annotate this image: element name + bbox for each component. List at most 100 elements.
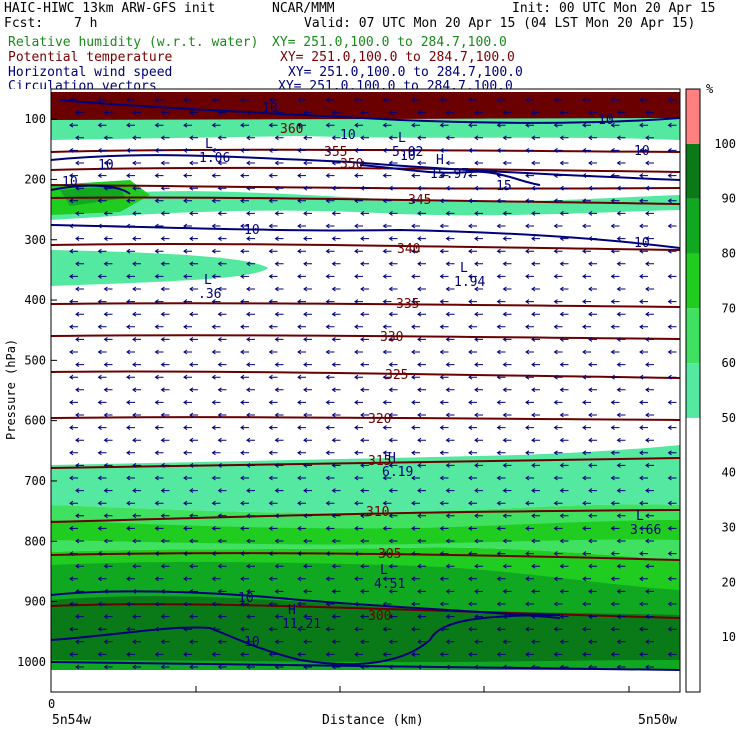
vector-arrow [211, 374, 221, 380]
vector-arrow [97, 173, 107, 179]
x-origin-label: 0 [48, 697, 55, 711]
vector-arrow [103, 160, 113, 166]
vector-arrow [553, 273, 563, 279]
vector-arrow [474, 362, 483, 368]
vector-arrow [531, 563, 540, 569]
vector-arrow [496, 626, 506, 632]
vector-arrow [474, 437, 483, 443]
vector-arrow [360, 185, 369, 191]
vector-arrow [559, 160, 569, 166]
vector-arrow [246, 362, 255, 368]
vector-arrow [189, 185, 198, 191]
vector-arrow [274, 563, 284, 569]
vector-arrow [639, 551, 648, 557]
vector-arrow [559, 588, 569, 594]
vector-arrow [502, 236, 512, 242]
vector-arrow [126, 576, 135, 582]
vector-arrow [211, 173, 221, 179]
vector-arrow [382, 273, 392, 279]
vector-arrow [268, 173, 278, 179]
extremum-type: H [436, 153, 444, 168]
vector-arrow [154, 147, 164, 153]
vector-arrow [154, 173, 164, 179]
vector-arrow [97, 576, 107, 582]
vector-arrow [103, 286, 113, 292]
vector-arrow [211, 97, 221, 103]
vector-arrow [240, 450, 249, 456]
vector-arrow [240, 651, 249, 657]
vector-arrow [217, 462, 227, 468]
vector-arrow [103, 488, 113, 494]
vector-arrow [559, 185, 569, 191]
vector-arrow [97, 147, 107, 153]
vector-arrow [183, 173, 192, 179]
vector-arrow [246, 639, 255, 645]
vector-arrow [667, 299, 677, 305]
vector-arrow [439, 450, 449, 456]
vector-arrow [616, 488, 626, 494]
vector-arrow [354, 425, 363, 431]
vector-arrow [360, 362, 369, 368]
vector-arrow [388, 387, 398, 393]
vector-arrow [559, 387, 569, 393]
extremum-type: L [398, 131, 406, 146]
vector-arrow [588, 664, 597, 670]
vector-arrow [525, 349, 534, 355]
vector-arrow [559, 412, 569, 418]
vector-arrow [502, 387, 512, 393]
vector-arrow [582, 198, 591, 204]
vector-arrow [126, 500, 135, 506]
vector-arrow [303, 614, 312, 620]
vector-arrow [610, 349, 620, 355]
vector-arrow [588, 588, 597, 594]
extremum-type: L [636, 509, 644, 524]
vector-arrow [531, 135, 540, 141]
vector-arrow [246, 488, 255, 494]
vector-arrow [217, 261, 227, 267]
vector-arrow [240, 324, 249, 330]
vector-arrow [474, 185, 483, 191]
vector-arrow [388, 614, 398, 620]
vector-arrow [274, 412, 284, 418]
vector-arrow [240, 97, 249, 103]
colorbar-tick-label: 60 [722, 356, 736, 370]
vector-arrow [354, 651, 363, 657]
vector-arrow [354, 500, 363, 506]
vector-arrow [211, 475, 221, 481]
vector-arrow [75, 614, 84, 620]
vector-arrow [331, 336, 341, 342]
vector-arrow [183, 551, 192, 557]
vector-arrow [154, 500, 164, 506]
vector-arrow [189, 538, 198, 544]
vector-arrow [553, 374, 563, 380]
vector-arrow [211, 349, 221, 355]
vector-arrow [246, 110, 255, 116]
vector-arrow [388, 336, 398, 342]
vector-arrow [445, 412, 455, 418]
vector-arrow [439, 273, 449, 279]
extremum-type: L [204, 273, 212, 288]
vector-arrow [183, 147, 192, 153]
vector-arrow [639, 626, 648, 632]
vector-arrow [639, 475, 648, 481]
vector-arrow [160, 135, 170, 141]
vector-arrow [217, 311, 227, 317]
vector-arrow [667, 349, 677, 355]
vector-arrow [126, 97, 135, 103]
vector-arrow [382, 173, 392, 179]
vector-arrow [97, 425, 107, 431]
vector-arrow [160, 311, 170, 317]
vector-arrow [496, 147, 506, 153]
vector-arrow [610, 450, 620, 456]
vector-arrow [297, 475, 306, 481]
vector-arrow [189, 588, 198, 594]
vector-arrow [189, 462, 198, 468]
vector-arrow [382, 425, 392, 431]
colorbar: 10 20 30 40 50 60 70 80 90 100 [685, 88, 736, 693]
vector-arrow [126, 173, 135, 179]
vector-arrow [160, 261, 170, 267]
wind-label: 10 [62, 175, 78, 190]
vector-arrow [468, 576, 477, 582]
vector-arrow [126, 248, 135, 254]
vector-arrow [667, 173, 677, 179]
